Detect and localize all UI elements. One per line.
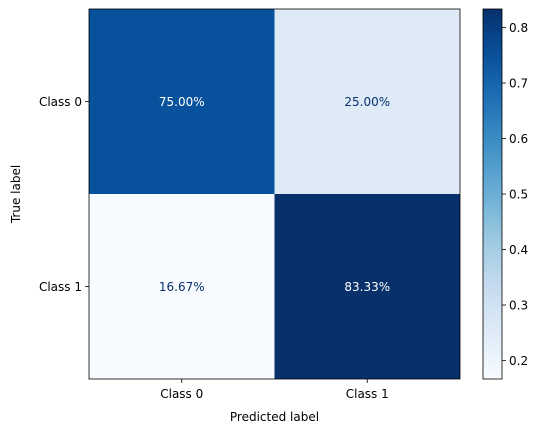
cell-value-label: 25.00%	[344, 95, 390, 109]
x-axis-ticks: Class 0 Class 1	[160, 379, 389, 401]
heatmap-cells	[89, 9, 460, 379]
colorbar-tick-label: 0.2	[509, 354, 528, 368]
y-tick-label: Class 0	[39, 95, 82, 109]
cell-labels: 75.00% 25.00% 16.67% 83.33%	[159, 95, 390, 294]
heatmap-cell	[89, 9, 275, 194]
y-tick-label: Class 1	[39, 280, 82, 294]
cell-value-label: 83.33%	[344, 280, 390, 294]
x-tick-label: Class 0	[160, 387, 203, 401]
colorbar-tick-label: 0.5	[509, 188, 528, 202]
colorbar-tick-label: 0.7	[509, 76, 528, 90]
colorbar-tick-label: 0.6	[509, 132, 528, 146]
colorbar-tick-label: 0.8	[509, 21, 528, 35]
colorbar-ticks: 0.2 0.3 0.4 0.5 0.6 0.7 0.8	[502, 21, 528, 368]
y-axis-ticks: Class 0 Class 1	[39, 95, 89, 294]
cell-value-label: 16.67%	[159, 280, 205, 294]
heatmap-cell	[89, 194, 275, 379]
colorbar-tick-label: 0.4	[509, 243, 528, 257]
heatmap-cell	[274, 9, 460, 194]
cell-value-label: 75.00%	[159, 95, 205, 109]
heatmap-cell	[274, 194, 460, 379]
colorbar-tick-label: 0.3	[509, 299, 528, 313]
x-axis-label: Predicted label	[230, 410, 319, 424]
matrix-frame	[88, 8, 461, 380]
x-tick-label: Class 1	[346, 387, 389, 401]
colorbar	[482, 8, 503, 380]
y-axis-label: True label	[9, 165, 23, 224]
